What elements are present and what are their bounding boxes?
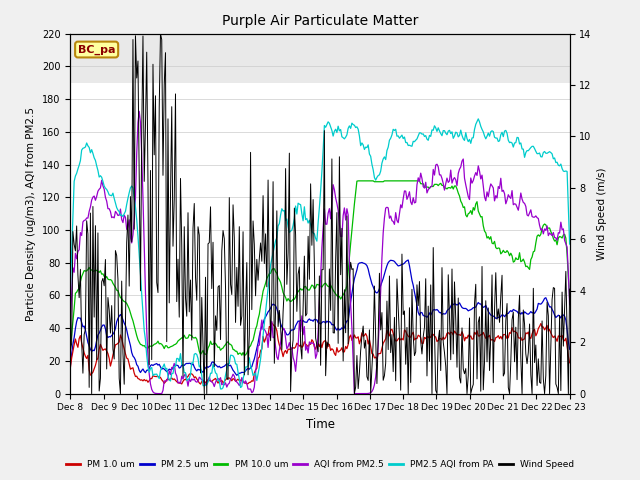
X-axis label: Time: Time bbox=[305, 418, 335, 431]
Y-axis label: Particle Density (ug/m3), AQI from PM2.5: Particle Density (ug/m3), AQI from PM2.5 bbox=[26, 107, 36, 321]
Y-axis label: Wind Speed (m/s): Wind Speed (m/s) bbox=[597, 168, 607, 260]
Legend: PM 1.0 um, PM 2.5 um, PM 10.0 um, AQI from PM2.5, PM2.5 AQI from PA, Wind Speed: PM 1.0 um, PM 2.5 um, PM 10.0 um, AQI fr… bbox=[63, 457, 577, 473]
Bar bbox=[70, 34, 570, 83]
Text: BC_pa: BC_pa bbox=[78, 44, 115, 55]
Title: Purple Air Particulate Matter: Purple Air Particulate Matter bbox=[222, 14, 418, 28]
